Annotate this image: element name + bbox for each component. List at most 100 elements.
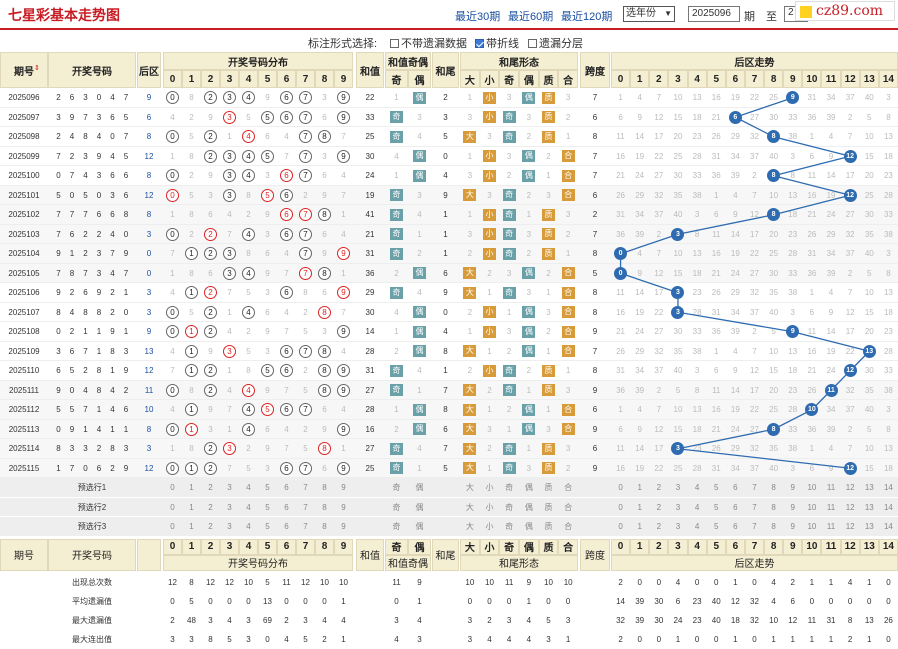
preselect-rear[interactable]: 13 [864,502,874,512]
link-recent-30[interactable]: 最近30期 [455,11,501,23]
preselect-rear[interactable]: 4 [694,522,700,532]
preselect-form[interactable]: 小 [485,522,494,532]
preselect-digit[interactable]: 6 [284,522,289,532]
preselect-rear[interactable]: 8 [771,522,776,532]
preselect-rear[interactable]: 9 [790,502,795,512]
sort-icon[interactable]: ⇕ [34,65,40,72]
preselect-odd[interactable]: 奇 [392,522,401,532]
preselect-form[interactable]: 奇 [505,522,514,532]
preselect-rear[interactable]: 4 [694,502,700,512]
preselect-even[interactable]: 偶 [415,522,424,532]
preselect-rear[interactable]: 6 [733,483,738,493]
preselect-form[interactable]: 偶 [524,522,533,532]
preselect-form[interactable]: 奇 [505,483,514,493]
preselect-form[interactable]: 大 [465,502,474,512]
preselect-digit[interactable]: 8 [322,502,327,512]
preselect-digit[interactable]: 2 [208,522,213,532]
preselect-form[interactable]: 质 [544,502,553,512]
preselect-digit[interactable]: 7 [303,502,308,512]
preselect-digit[interactable]: 0 [170,502,175,512]
preselect-rear[interactable]: 8 [771,483,776,493]
preselect-rear[interactable]: 4 [694,483,700,493]
preselect-form[interactable]: 偶 [524,483,533,493]
preselect-digit[interactable]: 5 [265,522,270,532]
preselect-rear[interactable]: 6 [733,502,738,512]
preselect-rear[interactable]: 11 [826,483,836,493]
preselect-digit[interactable]: 6 [284,502,289,512]
preselect-rear[interactable]: 11 [826,522,836,532]
preselect-rear[interactable]: 2 [656,502,662,512]
option-no-miss[interactable]: 不带遗漏数据 [390,35,467,51]
preselect-digit[interactable]: 4 [246,502,251,512]
preselect-digit[interactable]: 8 [322,483,327,493]
preselect-digit[interactable]: 3 [227,483,232,493]
preselect-form[interactable]: 质 [544,522,553,532]
preselect-form[interactable]: 合 [564,502,573,512]
preselect-rear[interactable]: 3 [675,522,681,532]
preselect-rear[interactable]: 7 [752,522,757,532]
preselect-digit[interactable]: 2 [208,502,213,512]
preselect-form[interactable]: 大 [465,522,474,532]
checkbox-icon[interactable] [528,39,537,48]
preselect-rear[interactable]: 9 [790,483,795,493]
preselect-rear[interactable]: 1 [637,483,642,493]
preselect-rear[interactable]: 0 [618,522,623,532]
preselect-form[interactable]: 合 [564,483,573,493]
preselect-digit[interactable]: 4 [246,483,251,493]
preselect-rear[interactable]: 1 [637,522,642,532]
preselect-odd[interactable]: 奇 [392,502,401,512]
preselect-form[interactable]: 小 [485,483,494,493]
preselect-rear[interactable]: 12 [845,483,855,493]
preselect-even[interactable]: 偶 [415,502,424,512]
preselect-digit[interactable]: 8 [322,522,327,532]
preselect-rear[interactable]: 14 [883,483,893,493]
preselect-form[interactable]: 偶 [524,502,533,512]
preselect-rear[interactable]: 14 [883,522,893,532]
preselect-digit[interactable]: 5 [265,483,270,493]
link-recent-60[interactable]: 最近60期 [508,11,554,23]
preselect-digit[interactable]: 2 [208,483,213,493]
preselect-rear[interactable]: 10 [807,502,817,512]
preselect-rear[interactable]: 0 [618,483,623,493]
preselect-rear[interactable]: 9 [790,522,795,532]
preselect-digit[interactable]: 0 [170,522,175,532]
preselect-form[interactable]: 小 [485,502,494,512]
preselect-digit[interactable]: 0 [170,483,175,493]
preselect-form[interactable]: 大 [465,483,474,493]
preselect-digit[interactable]: 4 [246,522,251,532]
preselect-rear[interactable]: 5 [713,502,719,512]
preselect-rear[interactable]: 7 [752,483,757,493]
preselect-rear[interactable]: 13 [864,522,874,532]
preselect-rear[interactable]: 8 [771,502,776,512]
preselect-rear[interactable]: 1 [637,502,642,512]
preselect-rear[interactable]: 10 [807,522,817,532]
preselect-rear[interactable]: 12 [845,502,855,512]
preselect-form[interactable]: 合 [564,522,573,532]
preselect-digit[interactable]: 9 [341,483,346,493]
checkbox-checked-icon[interactable] [475,39,484,48]
option-layered[interactable]: 遗漏分层 [528,35,583,51]
preselect-rear[interactable]: 5 [713,483,719,493]
preselect-rear[interactable]: 5 [713,522,719,532]
preselect-rear[interactable]: 13 [864,483,874,493]
year-select[interactable]: 选年份 ▼ [623,6,675,22]
preselect-rear[interactable]: 0 [618,502,623,512]
preselect-rear[interactable]: 7 [752,502,757,512]
preselect-rear[interactable]: 12 [845,522,855,532]
preselect-digit[interactable]: 7 [303,522,308,532]
preselect-rear[interactable]: 6 [733,522,738,532]
preselect-rear[interactable]: 3 [675,483,681,493]
preselect-digit[interactable]: 5 [265,502,270,512]
preselect-digit[interactable]: 3 [227,522,232,532]
preselect-rear[interactable]: 2 [656,483,662,493]
preselect-digit[interactable]: 7 [303,483,308,493]
preselect-digit[interactable]: 9 [341,522,346,532]
preselect-digit[interactable]: 6 [284,483,289,493]
preselect-rear[interactable]: 3 [675,502,681,512]
preselect-rear[interactable]: 10 [807,483,817,493]
link-recent-120[interactable]: 最近120期 [561,11,613,23]
preselect-even[interactable]: 偶 [415,483,424,493]
preselect-rear[interactable]: 2 [656,522,662,532]
preselect-digit[interactable]: 3 [227,502,232,512]
option-polyline[interactable]: 带折线 [475,35,519,51]
